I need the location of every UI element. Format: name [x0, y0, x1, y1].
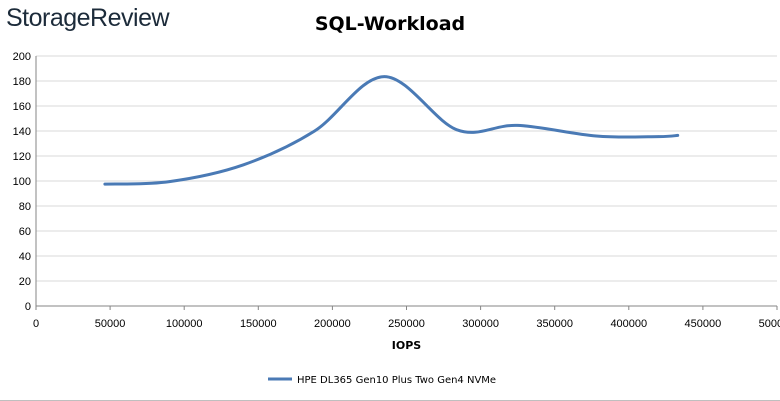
data-point: [594, 134, 598, 138]
data-point: [676, 134, 679, 137]
data-point: [516, 124, 519, 127]
x-tick-label: 150000: [240, 318, 277, 330]
y-tick-label: 60: [19, 226, 31, 238]
data-point: [242, 163, 245, 166]
x-tick-label: 0: [33, 318, 39, 330]
x-tick-label: 400000: [610, 318, 647, 330]
y-tick-label: 140: [13, 126, 31, 138]
data-point: [313, 129, 316, 133]
y-tick-label: 80: [19, 201, 31, 213]
x-tick-label: 500000: [759, 318, 780, 330]
x-tick-label: 450000: [685, 318, 722, 330]
x-tick-label: 350000: [536, 318, 573, 330]
y-tick-label: 20: [19, 276, 31, 288]
legend-label: HPE DL365 Gen10 Plus Two Gen4 NVMe: [297, 375, 496, 386]
x-tick-label: 200000: [314, 318, 351, 330]
y-tick-label: 180: [13, 76, 31, 88]
y-tick-label: 200: [13, 51, 31, 63]
y-tick-label: 0: [25, 301, 31, 313]
x-axis-title: IOPS: [392, 339, 422, 352]
data-point: [168, 180, 171, 183]
data-point: [657, 135, 660, 138]
chart-title: SQL-Workload: [314, 13, 466, 35]
data-point: [103, 182, 107, 186]
y-tick-label: 40: [19, 251, 31, 263]
series-line-0: [103, 75, 680, 186]
y-tick-label: 120: [13, 151, 31, 163]
x-tick-label: 100000: [166, 318, 203, 330]
y-tick-label: 100: [13, 176, 31, 188]
x-tick-label: 250000: [388, 318, 425, 330]
x-tick-label: 50000: [95, 318, 126, 330]
y-tick-label: 160: [13, 101, 31, 113]
storagereview-logo: StorageReview: [6, 4, 170, 32]
x-tick-label: 300000: [462, 318, 499, 330]
data-point: [455, 128, 459, 131]
data-point: [383, 75, 386, 78]
